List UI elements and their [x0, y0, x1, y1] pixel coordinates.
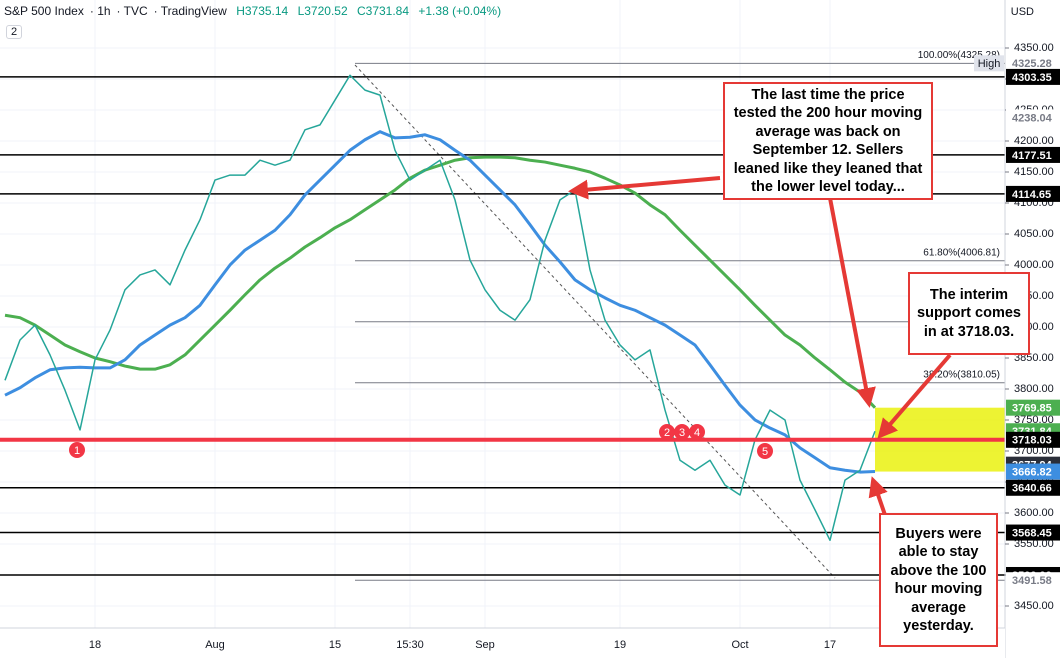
price-label-box [1006, 479, 1060, 496]
x-tick-label: 15:30 [396, 639, 424, 651]
x-tick-label: 18 [89, 639, 101, 651]
interval[interactable]: 1h [97, 4, 111, 18]
moving-average [4, 130, 876, 474]
ohlc-close: C3731.84 [356, 4, 410, 18]
annotation: Buyers were able to stay above the 100 h… [879, 513, 998, 647]
event-label: 1 [74, 445, 80, 457]
price-label: 3568.45 [1012, 527, 1052, 539]
arrow [868, 476, 888, 516]
price-line [4, 74, 876, 542]
price-label-box [1006, 524, 1060, 541]
event-label: 4 [694, 427, 700, 439]
arrow [877, 353, 952, 440]
y-tick-label: 4150.00 [1014, 166, 1054, 178]
y-tick-label: 3550.00 [1014, 538, 1054, 550]
event-label: 2 [664, 427, 670, 439]
header: S&P 500 Index · 1h · TVC · TradingView H373… [4, 4, 502, 18]
moving-average [4, 155, 877, 409]
x-tick-label: Oct [731, 639, 748, 651]
event-marker [689, 424, 705, 440]
event-marker [659, 424, 675, 440]
symbol[interactable]: S&P 500 Index [4, 4, 84, 18]
ohlc-change: +1.38 (+0.04%) [418, 4, 502, 18]
event-label: 5 [762, 446, 768, 458]
price-label-box [1006, 146, 1060, 163]
annotation: The interim support comes in at 3718.03. [908, 272, 1030, 355]
y-tick-label: 3450.00 [1014, 600, 1054, 612]
source: TVC [123, 4, 148, 18]
annotation: The last time the price tested the 200 h… [723, 82, 933, 200]
y-tick-label: 4000.00 [1014, 259, 1054, 271]
x-tick-label: 17 [824, 639, 836, 651]
price-label: 4303.35 [1012, 72, 1052, 84]
y-tick-label: 3600.00 [1014, 507, 1054, 519]
event-marker [757, 443, 773, 459]
y-tick-label: 3700.00 [1014, 445, 1054, 457]
y-tick-label: 4350.00 [1014, 42, 1054, 54]
price-label-box [1006, 463, 1060, 480]
price-label: 3718.03 [1012, 435, 1052, 447]
arrow [828, 197, 876, 408]
x-tick-label: 15 [329, 639, 341, 651]
price-label: 4177.51 [1012, 150, 1052, 162]
price-label-box [1006, 572, 1060, 589]
fib-label: 38.20%(3810.05) [923, 369, 1000, 380]
ohlc-low: L3720.52 [297, 4, 348, 18]
price-label: 3769.85 [1012, 403, 1052, 415]
event-marker [69, 442, 85, 458]
y-tick-label: 3750.00 [1014, 414, 1054, 426]
ohlc-high: H3735.14 [236, 4, 289, 18]
price-label: 4325.28 [1012, 58, 1052, 70]
price-label: 4114.65 [1012, 189, 1051, 201]
price-label-box [1006, 399, 1060, 416]
arrow [568, 176, 721, 200]
price-label: 4238.04 [1012, 112, 1053, 124]
x-tick-label: Aug [205, 639, 225, 651]
y-tick-label: 4050.00 [1014, 228, 1054, 240]
price-label: 3491.58 [1012, 575, 1052, 587]
currency[interactable]: USD [1010, 6, 1034, 18]
price-label-box [1006, 185, 1060, 202]
price-label: 3640.66 [1012, 483, 1052, 495]
price-label-box [1006, 431, 1060, 448]
y-tick-label: 3800.00 [1014, 383, 1054, 395]
event-label: 3 [679, 427, 685, 439]
x-tick-label: 19 [614, 639, 626, 651]
time-axis [0, 628, 1005, 658]
high-tag [974, 55, 1004, 72]
price-label-box [1006, 109, 1060, 126]
x-tick-label: Sep [475, 639, 495, 651]
fib-label: 100.00%(4325.28) [918, 50, 1000, 61]
y-tick-label: 4200.00 [1014, 135, 1054, 147]
platform: TradingView [160, 4, 227, 18]
indicator-toggle[interactable]: 2 [6, 25, 23, 39]
price-label: 3666.82 [1012, 466, 1052, 478]
event-marker [674, 424, 690, 440]
fib-label: 61.80%(4006.81) [923, 247, 1000, 258]
price-label-box [1006, 55, 1060, 72]
high-label: High [978, 58, 1001, 70]
price-label-box [1006, 68, 1060, 85]
